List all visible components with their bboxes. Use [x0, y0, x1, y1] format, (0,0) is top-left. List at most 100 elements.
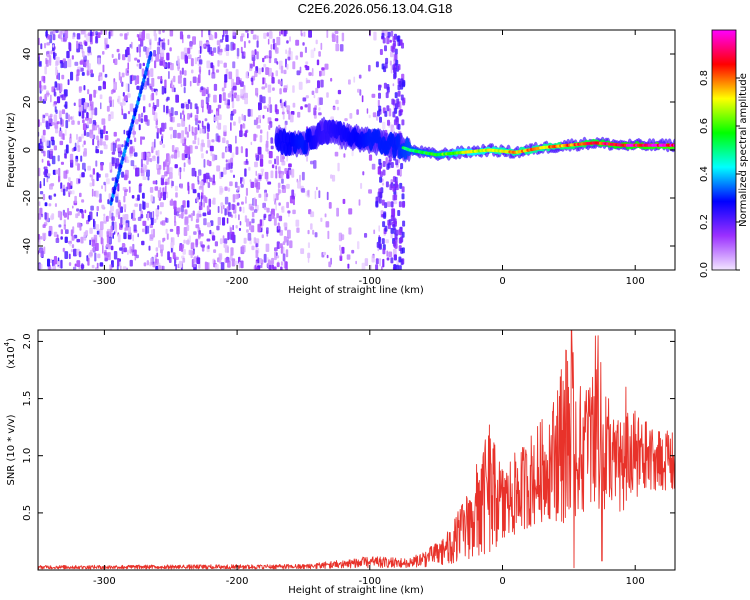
noise-speck — [286, 63, 289, 70]
colorbar-ticks: 0.0 0.2 0.4 0.6 0.8 — [699, 70, 740, 278]
noise-speck — [384, 225, 388, 232]
noise-speck — [206, 205, 210, 212]
noise-speck — [121, 171, 125, 178]
noise-speck — [267, 181, 272, 185]
noise-speck — [146, 156, 149, 165]
noise-speck — [126, 47, 130, 56]
noise-speck — [364, 233, 368, 238]
noise-speck — [192, 250, 195, 256]
noise-speck — [310, 223, 313, 230]
noise-speck — [116, 138, 120, 142]
noise-speck — [254, 177, 257, 184]
noise-speck — [249, 179, 252, 183]
colorbar: 0.0 0.2 0.4 0.6 0.8 Normalized spectral ampl… — [699, 29, 749, 278]
noise-speck — [73, 248, 77, 257]
noise-speck — [335, 99, 339, 105]
noise-speck — [90, 51, 92, 56]
noise-speck — [78, 178, 81, 184]
noise-speck — [240, 124, 243, 133]
noise-speck — [210, 151, 213, 157]
noise-speck — [74, 61, 79, 66]
noise-speck — [170, 63, 174, 71]
noise-speck — [282, 253, 286, 262]
noise-speck — [310, 211, 315, 218]
noise-speck — [198, 186, 203, 190]
noise-speck — [39, 181, 42, 189]
noise-speck — [54, 106, 57, 113]
noise-speck — [142, 228, 145, 233]
noise-speck — [61, 109, 66, 115]
noise-speck — [82, 119, 85, 124]
noise-speck — [279, 243, 283, 248]
noise-speck — [250, 206, 254, 211]
noise-speck — [116, 48, 120, 53]
noise-speck — [237, 185, 240, 190]
noise-speck — [259, 94, 263, 103]
noise-speck — [168, 256, 172, 263]
noise-speck — [45, 139, 49, 146]
noise-speck — [177, 75, 182, 84]
noise-speck — [230, 247, 234, 256]
noise-speck — [97, 142, 100, 149]
noise-speck — [255, 238, 260, 244]
noise-speck — [84, 209, 87, 214]
noise-speck — [84, 168, 86, 172]
noise-speck — [257, 223, 261, 233]
noise-speck — [283, 236, 287, 243]
noise-speck — [39, 191, 44, 195]
noise-speck — [220, 171, 224, 178]
x-tick-label: -100 — [358, 576, 381, 587]
noise-speck — [393, 73, 397, 80]
x-tick-label: 0 — [499, 276, 505, 287]
noise-speck — [399, 39, 403, 46]
noise-speck — [74, 195, 77, 204]
noise-speck — [341, 32, 345, 42]
noise-speck — [331, 174, 336, 182]
noise-speck — [187, 99, 191, 104]
noise-speck — [118, 71, 121, 81]
noise-speck — [50, 94, 52, 103]
noise-speck — [189, 80, 192, 87]
noise-speck — [180, 103, 185, 109]
noise-speck — [133, 224, 137, 232]
noise-speck — [53, 88, 56, 96]
noise-speck — [134, 203, 139, 207]
noise-speck — [376, 115, 379, 121]
noise-speck — [399, 182, 403, 189]
noise-speck — [266, 230, 269, 237]
noise-speck — [271, 257, 275, 265]
noise-speck — [392, 185, 396, 192]
noise-speck — [231, 94, 234, 103]
noise-speck — [159, 211, 162, 215]
noise-speck — [103, 213, 106, 217]
noise-speck — [276, 262, 280, 268]
noise-speck — [122, 187, 127, 191]
noise-speck — [149, 158, 153, 163]
noise-speck — [336, 35, 339, 44]
noise-speck — [287, 229, 291, 239]
noise-speck — [382, 248, 386, 255]
noise-speck — [106, 215, 109, 222]
noise-speck — [96, 206, 99, 211]
noise-speck — [67, 212, 69, 220]
noise-speck — [186, 224, 190, 231]
noise-speck — [60, 117, 63, 125]
noise-speck — [277, 79, 281, 84]
noise-speck — [65, 153, 67, 159]
noise-speck — [50, 31, 54, 35]
noise-speck — [245, 158, 248, 164]
noise-speck — [189, 102, 193, 110]
colorbar-gradient — [712, 30, 736, 270]
noise-speck — [136, 85, 140, 90]
noise-speck — [74, 142, 77, 148]
noise-speck — [95, 190, 99, 198]
noise-speck — [379, 258, 381, 267]
noise-speck — [234, 214, 237, 219]
noise-speck — [203, 173, 206, 183]
noise-speck — [83, 129, 87, 136]
noise-speck — [240, 146, 243, 154]
noise-speck — [272, 87, 275, 91]
noise-speck — [147, 212, 150, 221]
noise-speck — [235, 135, 237, 144]
noise-speck — [104, 135, 109, 141]
